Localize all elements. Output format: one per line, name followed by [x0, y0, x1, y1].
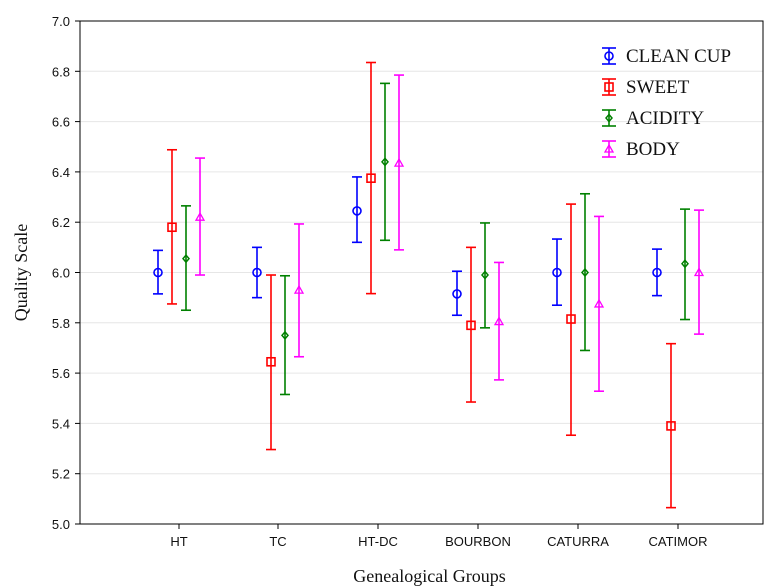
- mean-marker: [666, 421, 676, 431]
- legend-item: SWEET: [602, 77, 690, 98]
- mean-marker: [452, 289, 462, 299]
- grid-lines: [80, 70, 763, 475]
- mean-marker: [393, 157, 405, 167]
- mean-marker: [167, 222, 177, 233]
- legend-item: BODY: [602, 139, 680, 160]
- legend-marker: [604, 51, 614, 61]
- series-clean-cup: [153, 176, 662, 317]
- x-tick-label: HT: [170, 534, 187, 549]
- legend-item: ACIDITY: [602, 108, 704, 129]
- legend-label: SWEET: [626, 77, 690, 98]
- legend-marker: [605, 113, 613, 123]
- legend-label: ACIDITY: [626, 108, 704, 129]
- y-tick-label: 6.2: [52, 215, 70, 230]
- mean-marker: [366, 173, 376, 183]
- x-axis-ticks: HT TC HT-DC BOURBON CATURRA CATIMOR: [170, 524, 707, 549]
- mean-marker: [252, 267, 262, 278]
- mean-marker: [281, 330, 289, 341]
- y-tick-label: 6.8: [52, 64, 70, 79]
- mean-marker: [552, 267, 562, 278]
- y-axis-ticks: 5.0 5.2 5.4 5.6 5.8 6.0 6.2 6.4 6.6 6.8 7.0: [52, 14, 80, 532]
- mean-marker: [493, 316, 505, 326]
- y-tick-label: 6.4: [52, 165, 70, 180]
- y-tick-label: 7.0: [52, 14, 70, 29]
- y-tick-label: 5.4: [52, 416, 70, 431]
- series-body: [194, 74, 705, 393]
- mean-marker: [293, 284, 305, 294]
- mean-marker: [266, 356, 276, 367]
- mean-marker: [182, 254, 190, 264]
- mean-marker: [194, 211, 206, 221]
- legend-marker: [603, 143, 615, 153]
- mean-marker: [566, 314, 576, 324]
- y-tick-label: 5.2: [52, 467, 70, 482]
- mean-marker: [352, 206, 362, 216]
- legend-label: BODY: [626, 139, 680, 160]
- mean-marker: [681, 259, 689, 269]
- mean-marker: [466, 320, 476, 331]
- legend: CLEAN CUP SWEET ACIDITY BODY: [602, 46, 731, 160]
- mean-marker: [652, 267, 662, 278]
- y-tick-label: 6.6: [52, 115, 70, 130]
- x-tick-label: CATURRA: [547, 534, 609, 549]
- legend-label: CLEAN CUP: [626, 46, 731, 67]
- legend-marker: [604, 82, 614, 92]
- x-axis-title: Genealogical Groups: [353, 566, 505, 586]
- y-tick-label: 5.0: [52, 517, 70, 532]
- data-series: [153, 61, 705, 509]
- series-sweet: [167, 61, 676, 509]
- mean-marker: [153, 267, 163, 278]
- x-tick-label: CATIMOR: [649, 534, 708, 549]
- mean-marker: [593, 298, 605, 308]
- x-tick-label: TC: [269, 534, 286, 549]
- y-tick-label: 6.0: [52, 266, 70, 281]
- mean-marker: [693, 267, 705, 277]
- mean-marker: [481, 270, 489, 280]
- y-tick-label: 5.6: [52, 366, 70, 381]
- series-acidity: [181, 82, 690, 396]
- mean-marker: [381, 157, 389, 167]
- x-tick-label: BOURBON: [445, 534, 511, 549]
- y-tick-label: 5.8: [52, 316, 70, 331]
- legend-item: CLEAN CUP: [602, 46, 731, 67]
- mean-marker: [581, 267, 589, 278]
- x-tick-label: HT-DC: [358, 534, 398, 549]
- y-axis-title: Quality Scale: [11, 224, 31, 321]
